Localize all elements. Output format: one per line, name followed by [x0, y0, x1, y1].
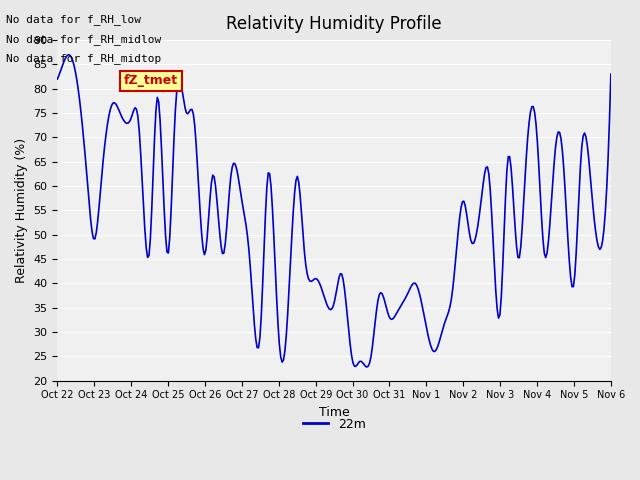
Y-axis label: Relativity Humidity (%): Relativity Humidity (%): [15, 138, 28, 283]
X-axis label: Time: Time: [319, 406, 349, 419]
Legend: 22m: 22m: [298, 413, 371, 436]
Title: Relativity Humidity Profile: Relativity Humidity Profile: [227, 15, 442, 33]
Text: fZ_tmet: fZ_tmet: [124, 74, 178, 87]
Text: No data for f_RH_midtop: No data for f_RH_midtop: [6, 53, 162, 64]
Text: No data for f_RH_low: No data for f_RH_low: [6, 14, 141, 25]
Text: No data for f_RH_midlow: No data for f_RH_midlow: [6, 34, 162, 45]
